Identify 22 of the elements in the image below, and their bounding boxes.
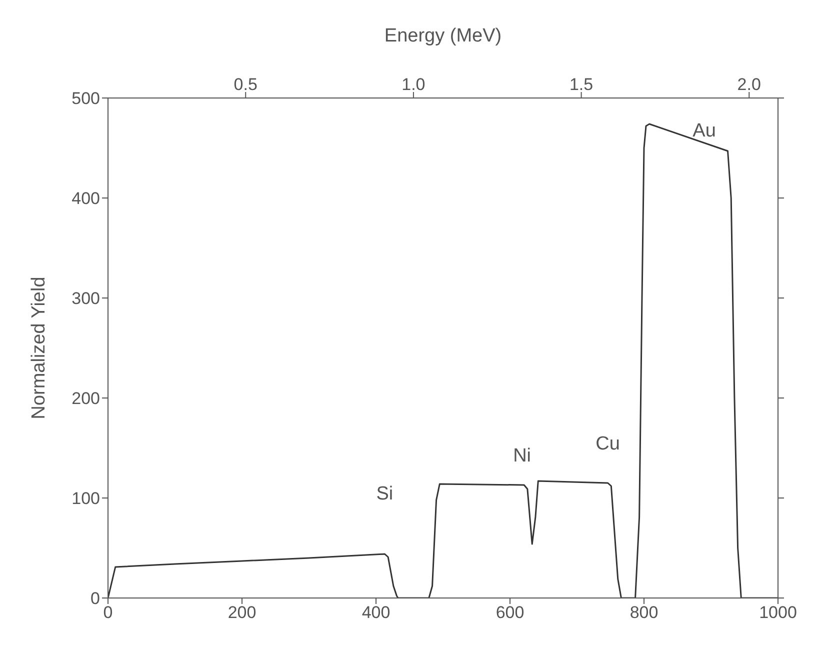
x-tick-label: 600: [496, 603, 524, 622]
y-tick-label: 200: [72, 389, 100, 408]
x2-tick-label: 0.5: [234, 75, 258, 94]
y-tick-label: 0: [90, 589, 100, 608]
y-tick-label: 300: [72, 289, 100, 308]
x2-tick-label: 1.0: [402, 75, 426, 94]
annotation: Ni: [513, 446, 532, 467]
y-tick-label: 100: [72, 489, 100, 508]
x-tick-label: 200: [228, 603, 256, 622]
y-axis-title: Normalized Yield: [28, 276, 50, 420]
x-tick-label: 0: [103, 603, 113, 622]
annotation: Au: [692, 120, 716, 142]
x-tick-label: 400: [362, 603, 390, 622]
y-tick-label: 400: [72, 189, 100, 208]
annotation: Cu: [596, 434, 620, 455]
x2-tick-label: 1.5: [569, 75, 594, 94]
annotation: Si: [376, 484, 394, 505]
x2-axis-title: Energy (MeV): [384, 25, 502, 46]
x-tick-label: 800: [630, 603, 658, 622]
x2-tick-label: 2.0: [737, 75, 761, 94]
x-tick-label: 1000: [759, 603, 797, 622]
y-tick-label: 500: [72, 89, 100, 108]
